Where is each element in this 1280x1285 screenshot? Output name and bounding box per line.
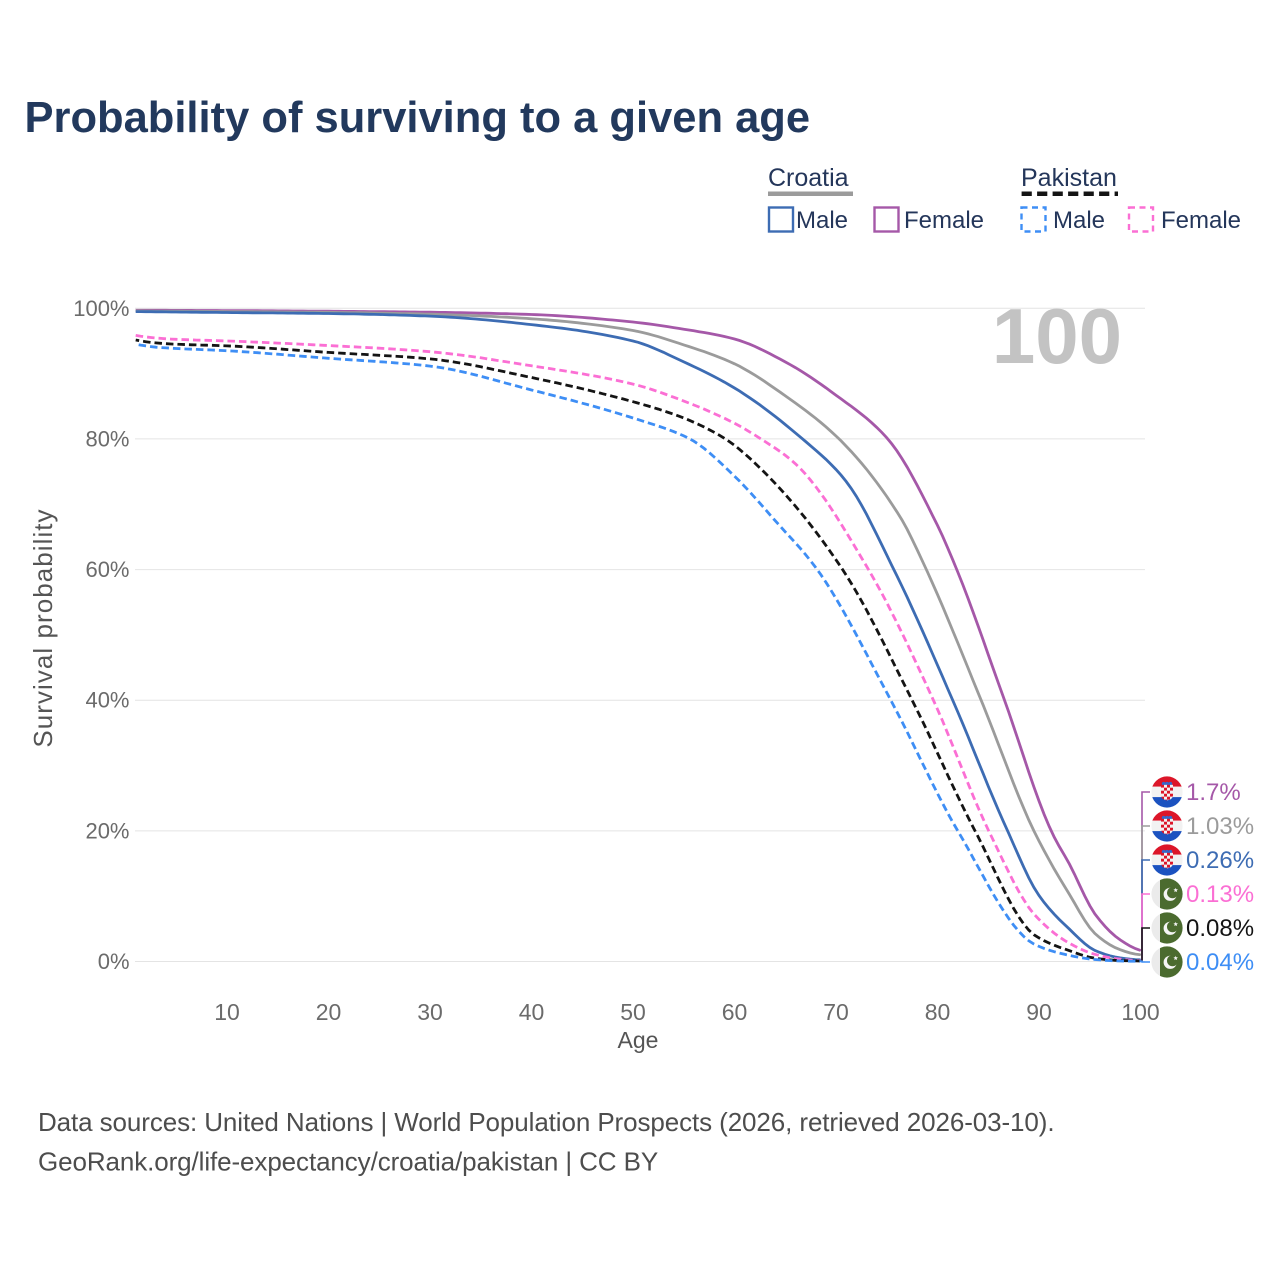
svg-text:0.26%: 0.26% bbox=[1186, 847, 1254, 874]
svg-text:80%: 80% bbox=[85, 426, 129, 451]
svg-text:Age: Age bbox=[618, 1027, 659, 1053]
svg-text:Survival probability: Survival probability bbox=[28, 508, 58, 747]
svg-text:0.13%: 0.13% bbox=[1186, 881, 1254, 908]
svg-text:Pakistan: Pakistan bbox=[1021, 164, 1117, 192]
svg-text:100: 100 bbox=[992, 292, 1122, 380]
svg-text:Female: Female bbox=[904, 207, 984, 234]
svg-text:50: 50 bbox=[620, 999, 646, 1025]
svg-text:Croatia: Croatia bbox=[768, 164, 849, 192]
svg-text:40: 40 bbox=[519, 999, 545, 1025]
svg-text:Male: Male bbox=[796, 207, 848, 234]
svg-text:1.03%: 1.03% bbox=[1186, 813, 1254, 840]
svg-text:80: 80 bbox=[925, 999, 951, 1025]
svg-text:1.7%: 1.7% bbox=[1186, 779, 1241, 806]
svg-text:70: 70 bbox=[823, 999, 849, 1025]
svg-text:60%: 60% bbox=[85, 557, 129, 582]
svg-text:Probability of surviving to a: Probability of surviving to a given age bbox=[25, 94, 811, 142]
svg-text:Male: Male bbox=[1053, 207, 1105, 234]
svg-text:0.08%: 0.08% bbox=[1186, 915, 1254, 942]
svg-text:Data sources: United Nations |: Data sources: United Nations | World Pop… bbox=[38, 1107, 1054, 1137]
svg-text:100: 100 bbox=[1121, 999, 1159, 1025]
svg-text:20%: 20% bbox=[85, 818, 129, 843]
svg-text:60: 60 bbox=[722, 999, 748, 1025]
svg-text:0%: 0% bbox=[98, 949, 130, 974]
svg-text:GeoRank.org/life-expectancy/cr: GeoRank.org/life-expectancy/croatia/paki… bbox=[38, 1147, 658, 1177]
svg-text:90: 90 bbox=[1026, 999, 1052, 1025]
svg-text:10: 10 bbox=[214, 999, 240, 1025]
svg-text:20: 20 bbox=[316, 999, 342, 1025]
svg-text:30: 30 bbox=[417, 999, 443, 1025]
svg-text:0.04%: 0.04% bbox=[1186, 949, 1254, 976]
svg-text:Female: Female bbox=[1161, 207, 1241, 234]
svg-text:40%: 40% bbox=[85, 688, 129, 713]
svg-text:100%: 100% bbox=[73, 296, 129, 321]
